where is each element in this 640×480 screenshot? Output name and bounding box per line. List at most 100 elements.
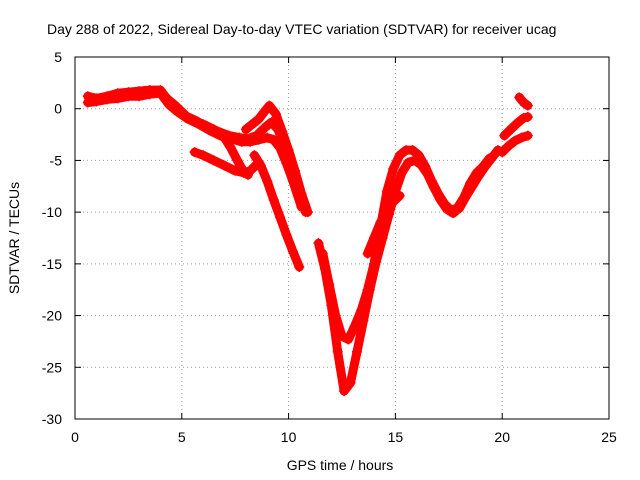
data-point xyxy=(268,134,279,145)
data-point xyxy=(349,320,360,331)
data-point xyxy=(362,248,373,259)
data-point xyxy=(208,124,219,135)
data-point xyxy=(362,284,373,295)
data-point xyxy=(343,334,354,345)
data-point xyxy=(388,196,399,207)
y-tick-label: 0 xyxy=(54,101,62,117)
data-point xyxy=(337,331,347,342)
series-points-9 xyxy=(362,190,405,259)
series-points-8 xyxy=(317,145,495,345)
data-point xyxy=(262,132,273,143)
x-tick-label: 10 xyxy=(281,429,297,445)
y-tick-label: -5 xyxy=(50,152,63,168)
data-point xyxy=(240,124,251,135)
data-point xyxy=(356,305,367,316)
series-line-5 xyxy=(190,116,253,180)
data-point xyxy=(268,194,279,205)
y-tick-label: -25 xyxy=(42,359,62,375)
data-point xyxy=(522,130,533,141)
data-point xyxy=(198,150,209,161)
x-tick-label: 25 xyxy=(601,429,617,445)
x-tick-label: 5 xyxy=(178,429,186,445)
data-point xyxy=(302,207,313,218)
data-point xyxy=(394,190,405,201)
data-point xyxy=(439,198,450,209)
series-points-11 xyxy=(499,111,533,141)
plot-frame xyxy=(74,56,610,420)
data-point xyxy=(317,248,328,259)
data-point xyxy=(290,165,301,176)
series-points-12 xyxy=(514,92,533,111)
x-tick-label: 20 xyxy=(494,429,510,445)
data-point xyxy=(112,93,123,104)
data-point xyxy=(505,124,516,135)
data-point xyxy=(294,261,305,272)
data-point xyxy=(407,145,418,156)
data-point xyxy=(452,203,463,214)
data-point xyxy=(381,186,392,197)
data-point xyxy=(332,346,343,357)
data-point xyxy=(313,238,324,249)
data-point xyxy=(208,155,219,166)
data-series-layer xyxy=(82,85,533,397)
data-point xyxy=(287,246,298,257)
data-point xyxy=(477,161,488,172)
data-point xyxy=(219,132,230,143)
data-point xyxy=(123,91,134,102)
data-point xyxy=(420,161,431,172)
data-point xyxy=(324,279,335,290)
x-axis-label: GPS time / hours xyxy=(287,457,394,473)
data-point xyxy=(144,89,155,100)
data-point xyxy=(351,346,362,357)
data-point xyxy=(413,150,424,161)
series-points-10 xyxy=(497,130,533,158)
series-line-6 xyxy=(249,150,304,272)
data-point xyxy=(189,116,200,127)
data-point xyxy=(512,118,523,129)
data-point xyxy=(247,119,258,130)
data-point xyxy=(270,108,281,119)
series-line-8 xyxy=(318,145,494,344)
data-point xyxy=(426,176,437,187)
series-points-3 xyxy=(240,100,313,218)
data-point xyxy=(260,105,271,116)
y-tick-label: 5 xyxy=(54,49,62,65)
data-point xyxy=(232,155,243,166)
data-point xyxy=(163,99,174,110)
y-axis-label: SDTVAR / TECUs xyxy=(6,182,22,294)
data-point xyxy=(499,130,510,141)
data-point xyxy=(458,192,469,203)
data-point xyxy=(260,122,271,133)
data-point xyxy=(236,136,247,147)
data-point xyxy=(275,212,286,223)
y-tick-label: -20 xyxy=(42,308,62,324)
data-point xyxy=(243,169,254,180)
data-point xyxy=(471,167,482,178)
data-point xyxy=(102,94,113,105)
data-point xyxy=(82,97,93,108)
data-point xyxy=(277,126,288,137)
y-tick-label: -30 xyxy=(42,411,62,427)
y-tick-label: -10 xyxy=(42,204,62,220)
data-point xyxy=(225,143,236,154)
data-point xyxy=(510,135,521,146)
data-point xyxy=(253,134,264,145)
series-points-6 xyxy=(249,150,305,272)
data-point xyxy=(245,136,256,147)
data-point xyxy=(339,386,350,397)
chart-title: Day 288 of 2022, Sidereal Day-to-day VTE… xyxy=(47,21,556,37)
data-point xyxy=(134,91,145,102)
y-tick-label: -15 xyxy=(42,256,62,272)
data-point xyxy=(198,119,209,130)
series-points-5 xyxy=(189,116,254,180)
data-point xyxy=(503,140,514,151)
data-point xyxy=(91,96,102,107)
data-point xyxy=(330,310,341,321)
data-point xyxy=(465,178,476,189)
data-point xyxy=(394,150,405,161)
x-tick-label: 0 xyxy=(71,429,79,445)
data-point xyxy=(296,188,307,199)
data-point xyxy=(255,160,266,171)
data-point xyxy=(253,114,264,125)
